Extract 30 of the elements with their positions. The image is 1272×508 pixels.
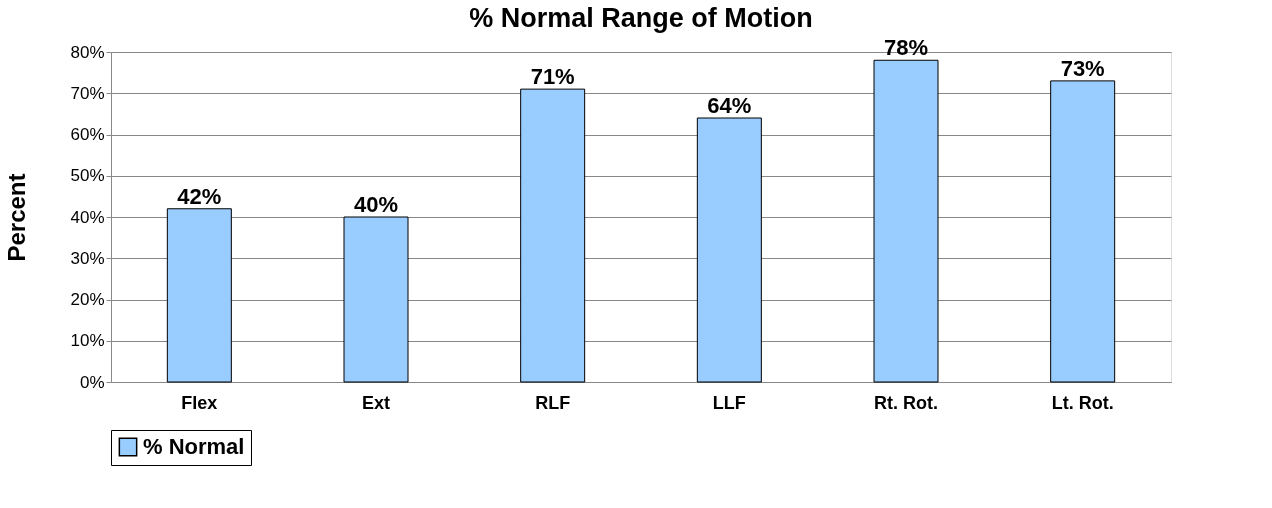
data-label: 40% <box>353 192 399 217</box>
y-axis-title: Percent <box>3 173 31 262</box>
x-tick-label: LLF <box>712 392 746 413</box>
y-tick-label: 20% <box>70 290 105 309</box>
bar <box>343 216 409 383</box>
y-tick-label: 30% <box>70 248 105 268</box>
chart-title: % Normal Range of Motion <box>469 3 813 34</box>
data-label: 71% <box>530 64 575 90</box>
y-tick-label: 70% <box>70 83 105 103</box>
bar <box>696 117 762 383</box>
x-tick-label: Ext <box>361 392 391 413</box>
data-label: 73% <box>1060 55 1105 81</box>
bar <box>873 59 939 383</box>
bar <box>1050 80 1116 383</box>
y-tick-label: 50% <box>70 166 105 186</box>
y-tick-label: 10% <box>70 331 105 351</box>
data-label: 64% <box>707 93 752 118</box>
x-tick-label: RLF <box>535 392 571 413</box>
y-tick-label: 80% <box>70 42 105 62</box>
y-tick-label: 0% <box>79 372 105 392</box>
x-tick-label: Rt. Rot. <box>874 392 938 413</box>
data-label: 42% <box>177 183 222 209</box>
y-tick-label: 60% <box>70 125 105 144</box>
data-label: 78% <box>883 35 929 61</box>
legend-label: % Normal <box>143 434 245 459</box>
y-tick-label: 40% <box>70 207 105 227</box>
bar <box>520 88 586 383</box>
x-tick-label: Lt. Rot. <box>1051 392 1114 413</box>
x-tick-label: Flex <box>181 392 218 413</box>
bar <box>166 208 232 383</box>
